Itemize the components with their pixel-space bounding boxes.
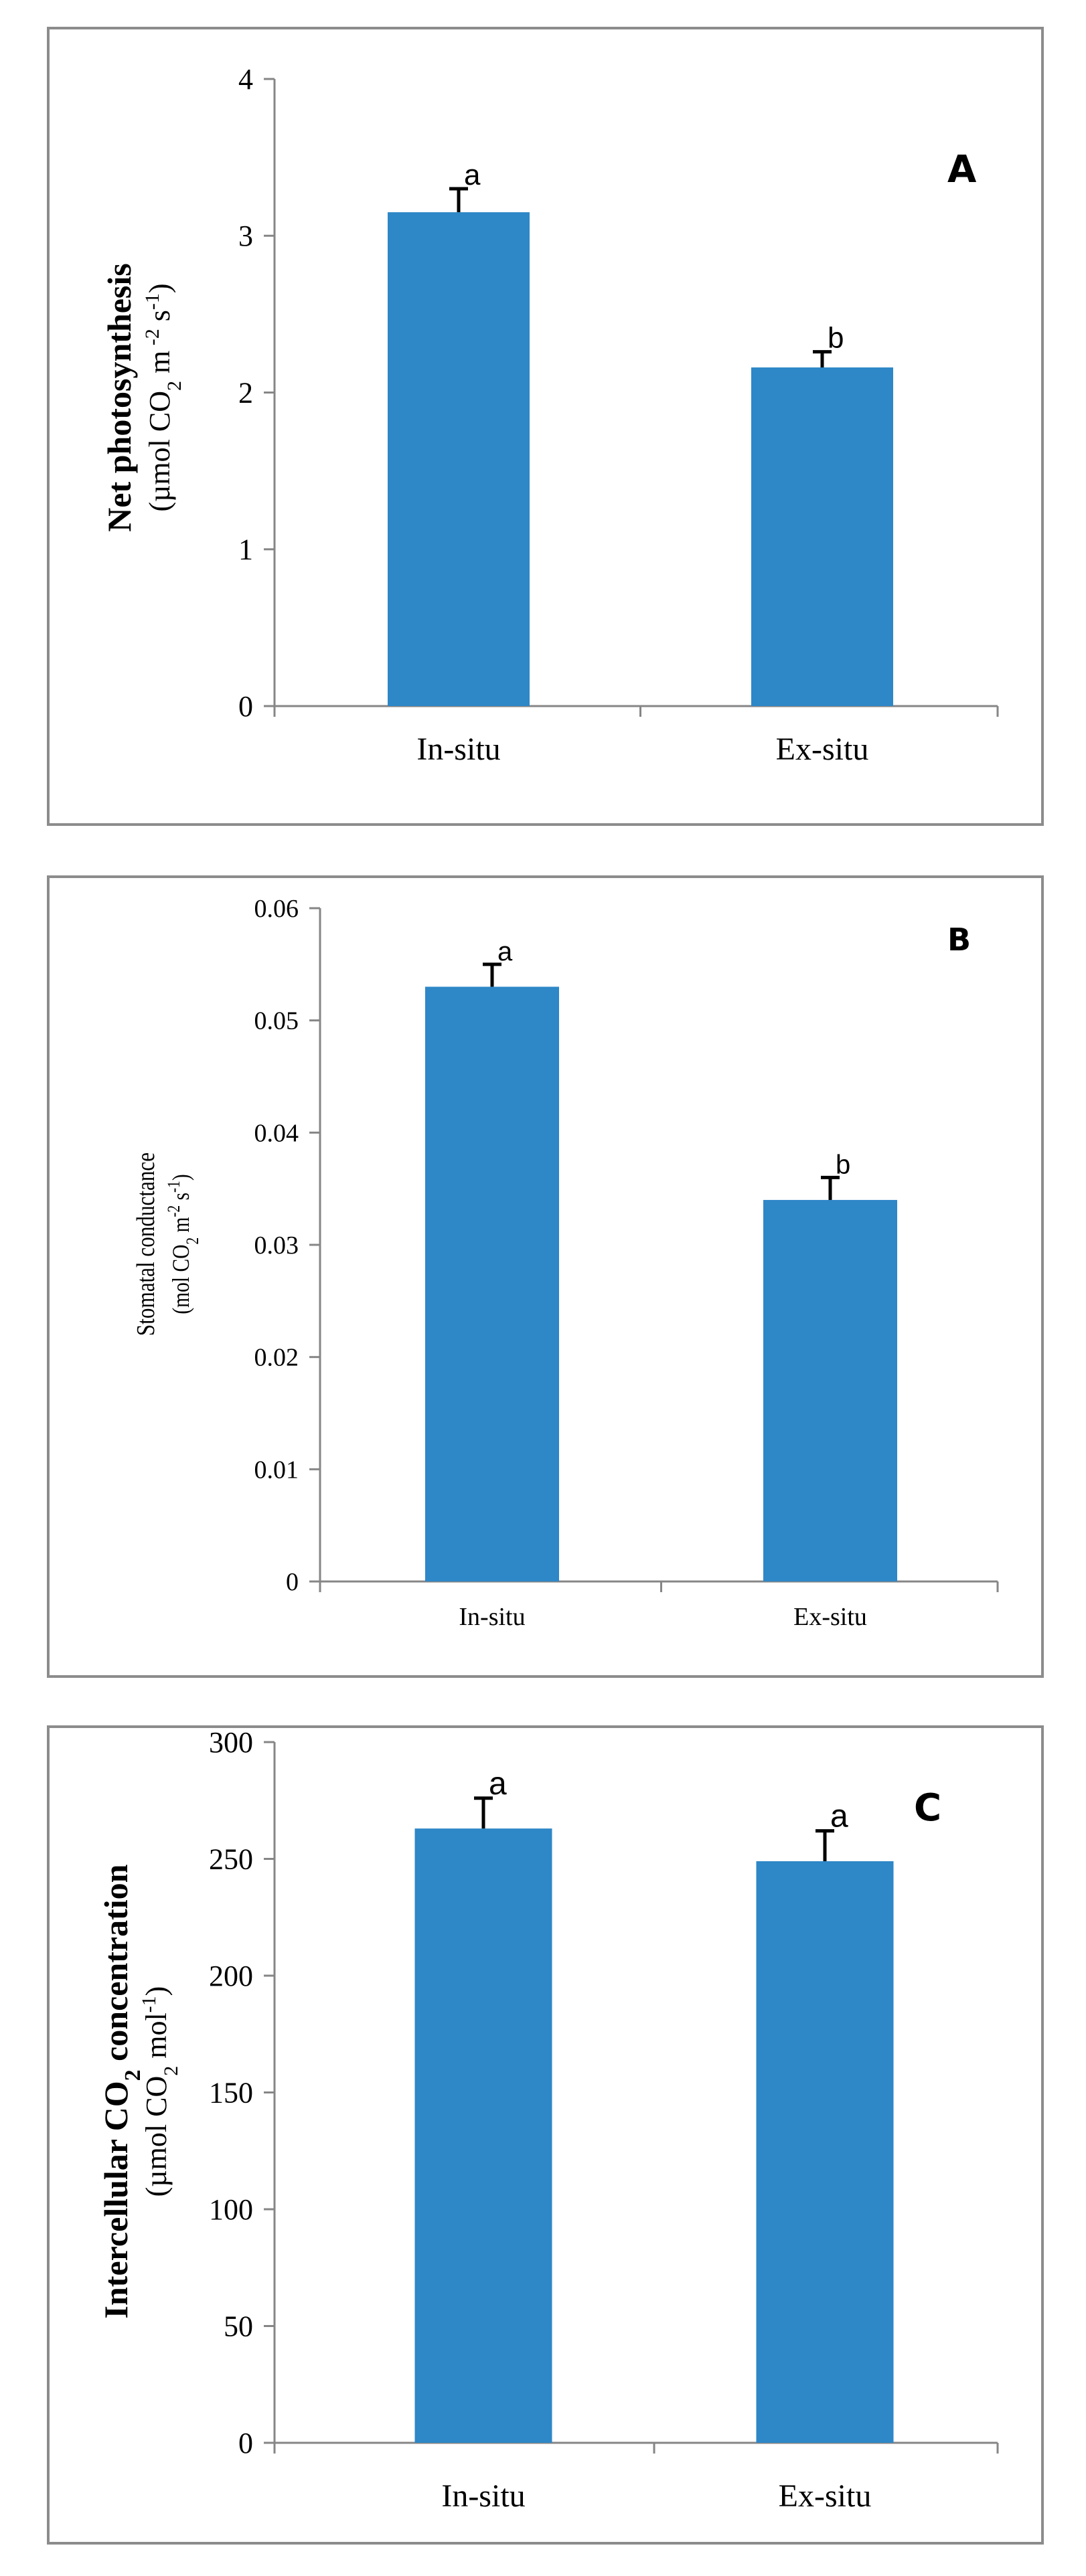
x-tick-label: In-situ bbox=[459, 1603, 525, 1631]
significance-label: a bbox=[497, 937, 513, 966]
y-axis-title: Net photosynthesis bbox=[100, 263, 138, 531]
y-axis-label: Net photosynthesis (µmol CO2 m -2 s-1) bbox=[100, 263, 185, 531]
y-tick-label: 100 bbox=[209, 2193, 253, 2226]
error-bar bbox=[449, 187, 468, 213]
error-bar bbox=[821, 1175, 840, 1200]
bar-ex-situ bbox=[756, 1861, 894, 2443]
bar-in-situ bbox=[414, 1828, 552, 2443]
x-tick-label: Ex-situ bbox=[793, 1603, 867, 1631]
y-tick-label: 0.04 bbox=[254, 1119, 299, 1147]
significance-label: a bbox=[830, 1799, 848, 1834]
y-tick-label: 0.02 bbox=[254, 1344, 299, 1372]
x-tick-label: In-situ bbox=[416, 732, 500, 767]
error-bar bbox=[474, 1796, 493, 1829]
y-tick-label: 0 bbox=[238, 2427, 253, 2460]
panel-c: 0 50 100 150 200 250 300 a In-situ a Ex-situ C Inter… bbox=[47, 1725, 1044, 2545]
y-tick-label: 50 bbox=[224, 2310, 253, 2342]
y-tick-label: 0 bbox=[238, 690, 253, 723]
y-axis-label: Intercellular CO2 concentration(µmol CO2… bbox=[97, 1864, 182, 2318]
x-tick-label: In-situ bbox=[441, 2478, 525, 2514]
error-bar bbox=[483, 962, 501, 987]
y-axis-units: (mol CO2 m-2 s-1) bbox=[165, 1174, 203, 1314]
significance-label: b bbox=[836, 1150, 850, 1179]
y-axis-units: (µmol CO2 m -2 s-1) bbox=[141, 283, 185, 511]
y-tick-label: 0.01 bbox=[254, 1456, 299, 1484]
error-bar bbox=[816, 1829, 834, 1861]
error-bar bbox=[813, 350, 832, 368]
panel-b: 0 0.01 0.02 0.03 0.04 0.05 0.06 a In-situ b Ex-sit… bbox=[47, 875, 1044, 1678]
x-tick-label: Ex-situ bbox=[776, 732, 869, 767]
significance-label: a bbox=[464, 159, 481, 191]
bar-ex-situ bbox=[751, 367, 893, 706]
bar-in-situ bbox=[425, 986, 559, 1581]
y-tick-label: 300 bbox=[209, 1726, 253, 1759]
y-tick-label: 250 bbox=[209, 1842, 253, 1875]
significance-label: a bbox=[489, 1766, 507, 1802]
y-tick-label: 0.03 bbox=[254, 1231, 299, 1260]
y-axis-title: Stomatal conductance bbox=[131, 1152, 160, 1336]
panel-letter: B bbox=[947, 922, 971, 958]
y-axis-units: (µmol CO2 mol-1) bbox=[138, 1986, 182, 2197]
x-tick-label: Ex-situ bbox=[779, 2478, 872, 2514]
panel-letter: A bbox=[947, 148, 977, 191]
y-tick-label: 1 bbox=[238, 533, 253, 566]
y-tick-label: 200 bbox=[209, 1960, 253, 1992]
y-axis-label: Stomatal conductance (mol CO2 m-2 s-1) bbox=[131, 1152, 203, 1336]
y-tick-label: 0.05 bbox=[254, 1007, 299, 1035]
panel-a: 0 1 2 3 4 a In-situ b Ex-situ A Net photosynthesis… bbox=[47, 27, 1044, 826]
bar-in-situ bbox=[388, 212, 530, 706]
y-tick-label: 150 bbox=[209, 2076, 253, 2109]
y-tick-label: 2 bbox=[238, 376, 253, 409]
bar-ex-situ bbox=[763, 1199, 897, 1581]
y-axis-title: Intercellular CO2 concentration bbox=[97, 1864, 145, 2318]
y-tick-label: 0.06 bbox=[254, 895, 299, 923]
y-tick-label: 3 bbox=[238, 220, 253, 252]
y-tick-label: 4 bbox=[238, 63, 253, 96]
y-tick-label: 0 bbox=[286, 1568, 299, 1596]
significance-label: b bbox=[828, 322, 844, 355]
panel-letter: C bbox=[914, 1786, 941, 1830]
